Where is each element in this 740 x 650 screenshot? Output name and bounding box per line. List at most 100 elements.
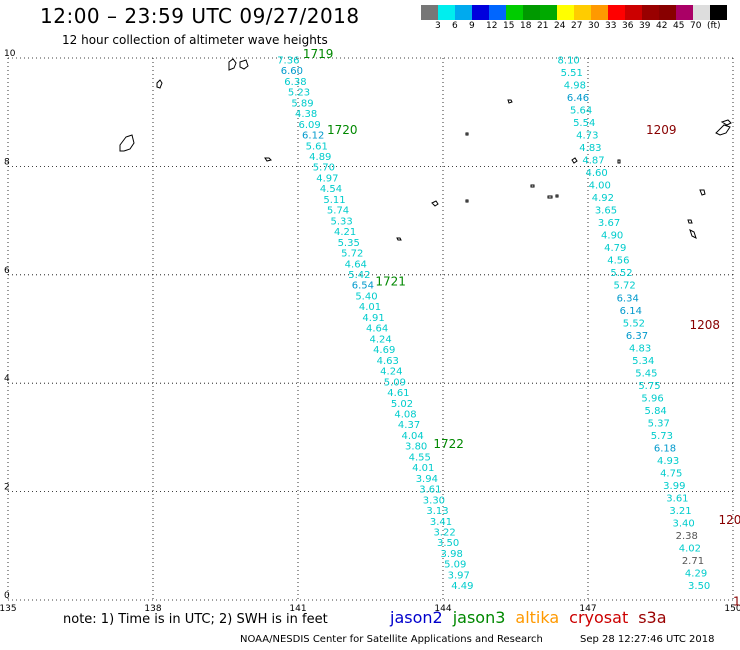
island — [465, 132, 469, 136]
colorbar-swatch — [710, 5, 727, 20]
swh-value: 4.56 — [607, 256, 629, 267]
swh-value: 4.91 — [362, 313, 384, 324]
swh-value: 4.60 — [585, 168, 607, 179]
swh-value: 3.13 — [426, 506, 448, 517]
lat-tick-label: 2 — [4, 483, 10, 493]
lat-tick-label: 4 — [4, 374, 10, 384]
colorbar-label: 70 — [690, 21, 702, 31]
swh-value: 6.14 — [620, 306, 642, 317]
pass-label: 1720 — [327, 123, 358, 137]
legend-entry: s3a — [638, 608, 667, 627]
swh-value: 5.52 — [623, 318, 645, 329]
swh-value: 4.24 — [380, 367, 402, 378]
lon-tick-label: 147 — [579, 604, 596, 614]
credit-text: NOAA/NESDIS Center for Satellite Applica… — [240, 634, 543, 645]
swh-value: 4.54 — [320, 184, 342, 195]
swh-value: 3.61 — [419, 485, 441, 496]
swh-value: 4.73 — [576, 131, 598, 142]
islands — [119, 58, 732, 241]
island — [571, 157, 578, 164]
lon-tick-label: 144 — [434, 604, 451, 614]
swh-value: 5.23 — [288, 88, 310, 99]
swh-value: 3.22 — [433, 528, 455, 539]
island — [396, 237, 402, 241]
island — [228, 58, 249, 71]
swh-value: 5.33 — [330, 216, 352, 227]
colorbar-label: 15 — [503, 21, 515, 31]
generated-timestamp: Sep 28 12:27:46 UTC 2018 — [580, 634, 715, 645]
pass-label: 1209 — [646, 123, 677, 137]
swh-value: 4.83 — [579, 143, 601, 154]
swh-value: 2.71 — [682, 556, 704, 567]
swh-value: 5.75 — [638, 381, 660, 392]
swh-value: 4.83 — [629, 343, 651, 354]
satellite-legend: jason2 jason3 altika cryosat s3a — [390, 608, 677, 627]
lat-tick-label: 0 — [4, 591, 10, 601]
swh-value: 4.00 — [589, 181, 611, 192]
lon-tick-label: 150 — [724, 604, 740, 614]
pass-label: 1207 — [719, 513, 740, 527]
colorbar-swatch — [472, 5, 489, 20]
colorbar-swatch — [642, 5, 659, 20]
island — [715, 119, 732, 136]
swh-value: 4.55 — [409, 452, 431, 463]
note-text: note: 1) Time is in UTC; 2) SWH is in fe… — [63, 612, 328, 627]
swh-value: 4.89 — [309, 152, 331, 163]
swh-value: 6.37 — [626, 331, 648, 342]
colorbar-label: 30 — [588, 21, 600, 31]
swh-value: 4.64 — [345, 259, 367, 270]
swh-value: 3.65 — [595, 206, 617, 217]
swh-value: 4.21 — [334, 227, 356, 238]
swh-value: 5.84 — [645, 406, 667, 417]
colorbar-swatch — [523, 5, 540, 20]
swh-value: 4.08 — [394, 409, 416, 420]
colorbar-label: 39 — [639, 21, 651, 31]
swh-value: 5.37 — [648, 418, 670, 429]
swh-value: 4.24 — [370, 334, 392, 345]
colorbar-labels: 3 6 9 12 15 18 21 24 27 30 33 36 39 42 45 70 (ft) — [421, 21, 740, 33]
axis-tick-labels: 135 138 141 144 147 150 0 2 4 6 8 10 — [0, 49, 740, 614]
swh-value: 4.29 — [685, 569, 707, 580]
pass-label: 1719 — [303, 47, 334, 61]
swh-value: 4.75 — [660, 469, 682, 480]
colorbar-label: 12 — [486, 21, 498, 31]
swh-value: 5.61 — [306, 141, 328, 152]
lon-tick-label: 135 — [0, 604, 17, 614]
swh-value: 4.97 — [316, 173, 338, 184]
legend-entry: altika — [515, 608, 560, 627]
swh-value: 5.09 — [444, 560, 466, 571]
swh-value: 4.02 — [679, 544, 701, 555]
swh-value: 5.72 — [613, 281, 635, 292]
island — [687, 189, 706, 224]
swh-value: 5.64 — [570, 105, 592, 116]
swh-value: 5.34 — [632, 356, 654, 367]
track-1206-1209-values: 8.105.514.986.465.645.544.734.834.874.60… — [558, 55, 711, 592]
swh-value: 5.54 — [573, 118, 595, 129]
swh-value: 4.49 — [451, 581, 473, 592]
swh-value: 3.50 — [437, 538, 459, 549]
track-1719-1722-values: 7.366.606.385.235.894.386.096.125.614.89… — [277, 55, 473, 592]
swh-value: 4.38 — [295, 109, 317, 120]
swh-value: 6.09 — [299, 120, 321, 131]
swh-value: 7.36 — [277, 55, 299, 66]
swh-value: 4.64 — [366, 324, 388, 335]
swh-value: 5.89 — [291, 98, 313, 109]
colorbar-label: 45 — [673, 21, 685, 31]
colorbar-label: 18 — [520, 21, 532, 31]
swh-value: 6.38 — [284, 77, 306, 88]
swh-value: 4.04 — [401, 431, 423, 442]
swh-value: 3.41 — [430, 517, 452, 528]
swh-value: 6.12 — [302, 131, 324, 142]
swh-value: 3.94 — [416, 474, 438, 485]
swh-value: 3.30 — [423, 495, 445, 506]
swh-value: 2.38 — [676, 531, 698, 542]
swh-value: 5.52 — [610, 268, 632, 279]
colorbar-label: 21 — [537, 21, 549, 31]
swh-value: 6.54 — [352, 281, 374, 292]
colorbar-label: 3 — [435, 21, 441, 31]
swh-value: 4.87 — [582, 156, 604, 167]
island — [689, 229, 697, 239]
colorbar-label: (ft) — [707, 21, 721, 31]
island — [156, 79, 163, 89]
